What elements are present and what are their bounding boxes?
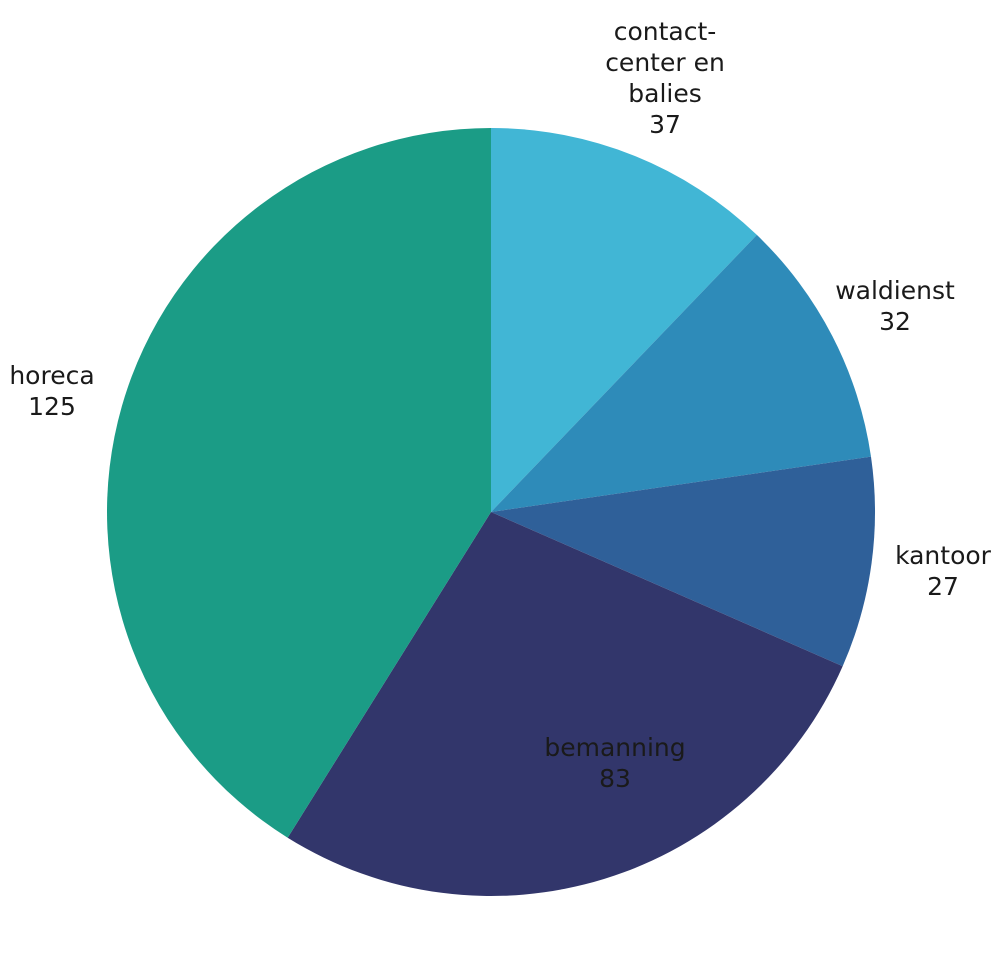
- pie-slices: [107, 128, 876, 896]
- slice-label-line: balies: [628, 79, 702, 108]
- slice-label-waldienst: waldienst 32: [835, 276, 955, 336]
- pie-slice-waldienst: [491, 234, 871, 513]
- slice-value: 125: [28, 392, 76, 421]
- slice-value: 32: [879, 307, 911, 336]
- slice-label-horeca: horeca 125: [9, 361, 94, 421]
- slice-label-line: center en: [605, 48, 725, 77]
- pie-slice-bemanning: [287, 512, 843, 896]
- slice-label-line: kantoor: [895, 541, 992, 570]
- pie-labels: contact-center en balies 37 waldienst 32 kant…: [9, 17, 991, 793]
- slice-value: 27: [927, 572, 959, 601]
- pie-slice-contact-center-en-balies: [491, 128, 757, 512]
- slice-label-contact-center-en-balies: contact-center en balies 37: [605, 17, 725, 139]
- slice-label-line: contact-: [614, 17, 717, 46]
- slice-label-bemanning: bemanning 83: [544, 733, 685, 793]
- slice-label-line: horeca: [9, 361, 94, 390]
- slice-label-kantoor: kantoor 27: [895, 541, 992, 601]
- slice-value: 37: [649, 110, 681, 139]
- pie-slice-horeca: [107, 128, 491, 838]
- slice-label-line: bemanning: [544, 733, 685, 762]
- pie-slice-kantoor: [491, 456, 876, 667]
- slice-label-line: waldienst: [835, 276, 955, 305]
- slice-value: 83: [599, 764, 631, 793]
